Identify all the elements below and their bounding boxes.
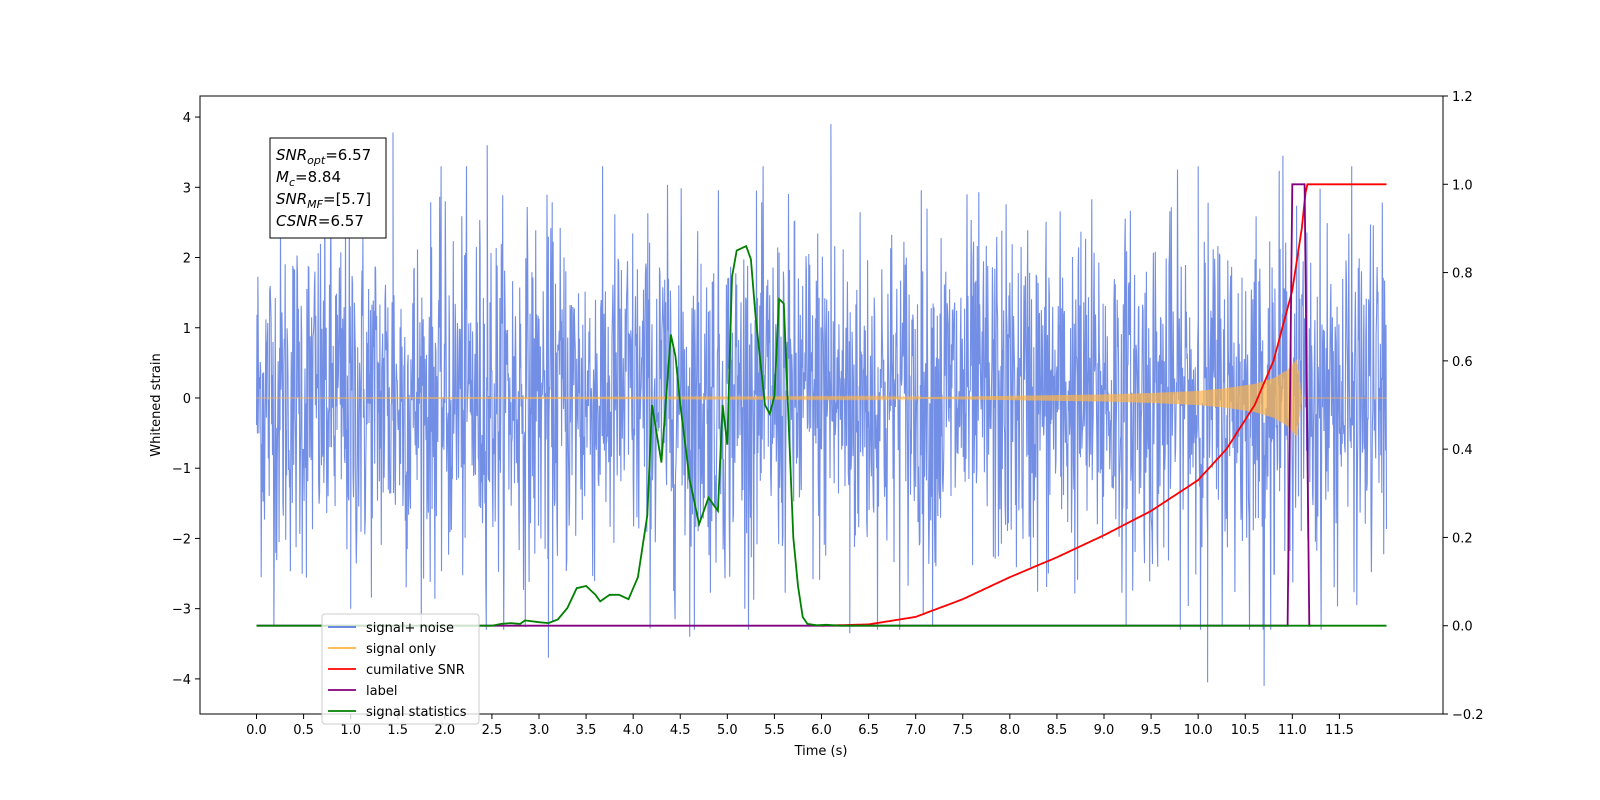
x-tick-label: 11.5 [1325,723,1354,738]
y-tick-label: 2 [183,252,191,267]
legend-label: signal+ noise [366,621,454,636]
y2-tick-label: 0.8 [1452,267,1473,282]
legend: signal+ noise signal only cumilative SNR la… [321,613,480,725]
x-tick-label: 0.5 [293,723,314,738]
legend-frame [321,613,480,725]
y-tick-label: 4 [183,111,191,126]
y-axis-label: Whitened strain [149,353,164,456]
y-tick-label: −2 [172,532,191,547]
x-tick-label: 5.0 [717,723,738,738]
y-tick-label: −3 [172,603,191,618]
y2-tick-label: 1.2 [1452,90,1473,105]
x-tick-label: 10.5 [1231,723,1260,738]
x-tick-label: 7.0 [905,723,926,738]
y2-tick-label: 0.0 [1452,620,1473,635]
series-layer [255,124,1388,686]
y-tick-label: 1 [183,322,191,337]
y2-axis-ticks: 1.2 1.0 0.8 0.6 0.4 0.2 0.0 −0.2 [1443,90,1484,723]
x-axis-label: Time (s) [794,744,848,759]
annotation-line: Mc=8.84 [276,168,341,189]
x-tick-label: 4.5 [670,723,691,738]
x-tick-label: 9.0 [1094,723,1115,738]
legend-label: signal only [366,642,436,657]
y2-tick-label: 0.6 [1452,355,1473,370]
annotation-line: CSNR=6.57 [276,212,364,230]
y2-tick-label: 0.4 [1452,443,1473,458]
x-axis-ticks: 0.0 0.5 1.0 1.5 2.0 2.5 3.0 3.5 4.0 4.5 5.0 5.5 6.0 6… [246,714,1354,738]
x-tick-label: 10.0 [1184,723,1213,738]
y2-tick-label: 0.2 [1452,531,1473,546]
legend-label: signal statistics [366,705,467,720]
series-signal-noise [255,124,1388,686]
y-axis-ticks: 4 3 2 1 0 −1 −2 −3 −4 [172,111,200,688]
x-tick-label: 1.0 [340,723,361,738]
y-tick-label: −4 [172,673,191,688]
x-tick-label: 6.0 [811,723,832,738]
x-tick-label: 8.5 [1047,723,1068,738]
x-tick-label: 8.0 [999,723,1020,738]
y-tick-label: −1 [172,462,191,477]
x-tick-label: 5.5 [764,723,785,738]
x-tick-label: 1.5 [387,723,408,738]
x-tick-label: 9.5 [1141,723,1162,738]
annotation-line: SNRopt=6.57 [276,146,371,167]
x-tick-label: 11.0 [1278,723,1307,738]
annotation-line: SNRMF=[5.7] [276,190,371,211]
x-tick-label: 3.0 [529,723,550,738]
series-signal-statistics [256,244,1387,627]
x-tick-label: 7.5 [952,723,973,738]
y2-tick-label: 1.0 [1452,178,1473,193]
x-tick-label: 4.0 [623,723,644,738]
x-tick-label: 2.5 [482,723,503,738]
series-signal-only [256,359,1387,437]
series-cumulative-snr [821,183,1387,627]
y2-tick-label: −0.2 [1452,708,1484,723]
y-tick-label: 3 [183,181,191,196]
x-tick-label: 3.5 [576,723,597,738]
legend-label: label [366,684,397,699]
x-tick-label: 2.0 [434,723,455,738]
x-tick-label: 6.5 [858,723,879,738]
legend-label: cumilative SNR [366,663,465,678]
annotation-frame [269,137,387,239]
x-tick-label: 0.0 [246,723,267,738]
y-tick-label: 0 [183,392,191,407]
